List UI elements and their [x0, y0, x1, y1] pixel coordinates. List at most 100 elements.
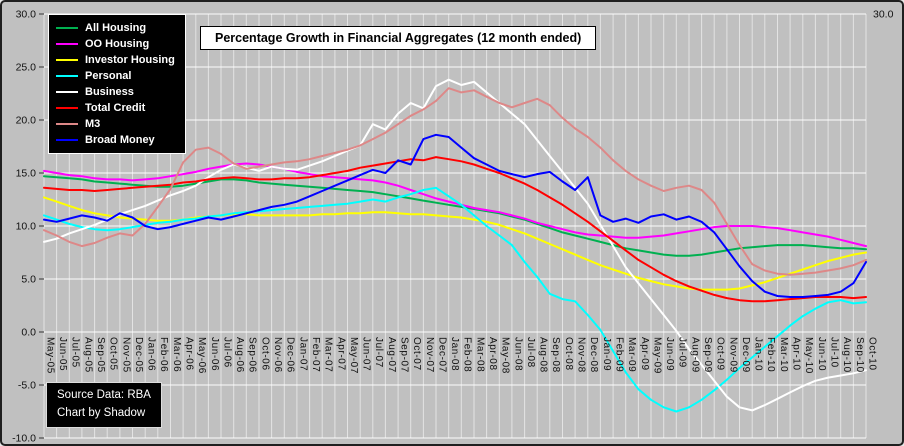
x-axis-label: Jul-08 [525, 337, 536, 368]
series-line-personal [43, 186, 867, 413]
series-line-oo-housing [43, 162, 867, 248]
legend-item: M3 [56, 117, 175, 131]
legend-label: M3 [85, 118, 101, 130]
x-axis-label: May-10 [803, 337, 814, 374]
x-axis-label: May-07 [348, 337, 359, 374]
y-axis-label: 25.0 [16, 62, 37, 74]
y-axis-label: 30.0 [16, 9, 37, 21]
chart-credit-line: Chart by Shadow [57, 407, 146, 420]
x-axis-label: Aug-05 [82, 337, 93, 373]
x-axis-label: Aug-08 [538, 337, 549, 373]
x-axis-label: May-05 [44, 337, 55, 374]
x-axis-label: Dec-09 [740, 337, 751, 373]
legend-label: Business [85, 86, 134, 98]
x-axis-label: Apr-10 [791, 337, 802, 371]
x-axis-label: Mar-10 [778, 337, 789, 372]
y-axis-label: -5.0 [18, 380, 36, 392]
x-axis-label: Feb-07 [310, 337, 321, 372]
source-box: Source Data: RBA Chart by Shadow [46, 382, 162, 428]
x-axis-label: Aug-10 [841, 337, 852, 373]
series-line-business [43, 78, 867, 412]
x-axis-label: Jun-10 [816, 337, 827, 371]
legend-item: Total Credit [56, 101, 175, 115]
x-axis-label: Nov-08 [576, 337, 587, 373]
x-axis-label: Jul-07 [373, 337, 384, 368]
x-axis-label: Jun-08 [512, 337, 523, 371]
x-axis-label: Mar-06 [171, 337, 182, 372]
x-axis-label: May-08 [500, 337, 511, 374]
x-axis-label: Aug-07 [386, 337, 397, 373]
x-axis-label: Aug-09 [689, 337, 700, 373]
series-line-all-housing [43, 175, 867, 257]
legend-swatch [56, 42, 78, 46]
legend-swatch [56, 106, 78, 110]
x-axis-label: Jul-09 [677, 337, 688, 368]
x-axis-label: Jun-07 [361, 337, 372, 371]
x-axis-label: Dec-08 [588, 337, 599, 373]
x-axis-label: Dec-05 [133, 337, 144, 373]
legend-label: Personal [85, 70, 132, 82]
source-data-line: Source Data: RBA [57, 389, 151, 402]
x-axis-label: Sep-07 [399, 337, 410, 373]
x-axis-label: Mar-07 [323, 337, 334, 372]
y-axis-label: -10.0 [12, 433, 36, 445]
x-axis-label: Sep-05 [95, 337, 106, 373]
x-axis-label: May-09 [651, 337, 662, 374]
series-line-broad-money [43, 133, 867, 298]
y-axis-right-label: 30.0 [873, 9, 894, 21]
x-axis-label: Jul-10 [829, 337, 840, 368]
legend-item: Business [56, 85, 175, 99]
x-axis-label: Oct-06 [259, 337, 270, 371]
series-line-investor-housing [43, 196, 867, 291]
x-axis-label: Sep-10 [854, 337, 865, 373]
x-axis-label: Jan-10 [753, 337, 764, 371]
x-axis-label: Jul-05 [70, 337, 81, 368]
x-axis-label: Jun-06 [209, 337, 220, 371]
x-axis-label: Jan-07 [297, 337, 308, 371]
x-axis-label: Jun-09 [664, 337, 675, 371]
x-axis-label: Apr-06 [184, 337, 195, 371]
legend-swatch [56, 74, 78, 78]
x-axis-label: Jun-05 [57, 337, 68, 371]
legend-label: Total Credit [85, 102, 146, 114]
x-axis-label: Feb-09 [614, 337, 625, 372]
legend-item: OO Housing [56, 37, 175, 51]
legend-label: Investor Housing [85, 54, 175, 66]
legend-item: Broad Money [56, 133, 175, 147]
x-axis-label: Sep-08 [550, 337, 561, 373]
x-axis-label: Feb-08 [462, 337, 473, 372]
x-axis-label: Oct-10 [866, 337, 877, 371]
series-line-m3 [43, 87, 867, 276]
x-axis-label: Jan-09 [601, 337, 612, 371]
y-axis-label: 0.0 [21, 327, 36, 339]
x-axis-label: Feb-06 [158, 337, 169, 372]
y-axis-label: 5.0 [21, 274, 36, 286]
legend-swatch [56, 138, 78, 142]
legend: All Housing OO Housing Investor Housing Per… [48, 14, 186, 154]
legend-swatch [56, 26, 78, 30]
legend-label: All Housing [85, 22, 147, 34]
x-axis-label: Feb-10 [765, 337, 776, 372]
x-axis-label: Oct-09 [715, 337, 726, 371]
x-axis-label: Apr-08 [487, 337, 498, 371]
legend-label: OO Housing [85, 38, 150, 50]
x-axis-label: Jan-08 [449, 337, 460, 371]
x-axis-label: Nov-05 [120, 337, 131, 373]
legend-item: Investor Housing [56, 53, 175, 67]
x-axis-label: Nov-06 [272, 337, 283, 373]
x-axis-label: Sep-06 [247, 337, 258, 373]
x-axis-label: Sep-09 [702, 337, 713, 373]
series-line-total-credit [43, 156, 867, 303]
x-axis-label: Aug-06 [234, 337, 245, 373]
chart-title: Percentage Growth in Financial Aggregate… [215, 31, 582, 45]
y-axis-label: 20.0 [16, 115, 37, 127]
x-axis-label: Apr-07 [335, 337, 346, 371]
legend-swatch [56, 122, 78, 126]
x-axis-label: Apr-09 [639, 337, 650, 371]
x-axis-label: Dec-06 [285, 337, 296, 373]
x-axis-label: Jan-06 [146, 337, 157, 371]
x-axis-label: May-06 [196, 337, 207, 374]
x-axis-label: Mar-08 [474, 337, 485, 372]
